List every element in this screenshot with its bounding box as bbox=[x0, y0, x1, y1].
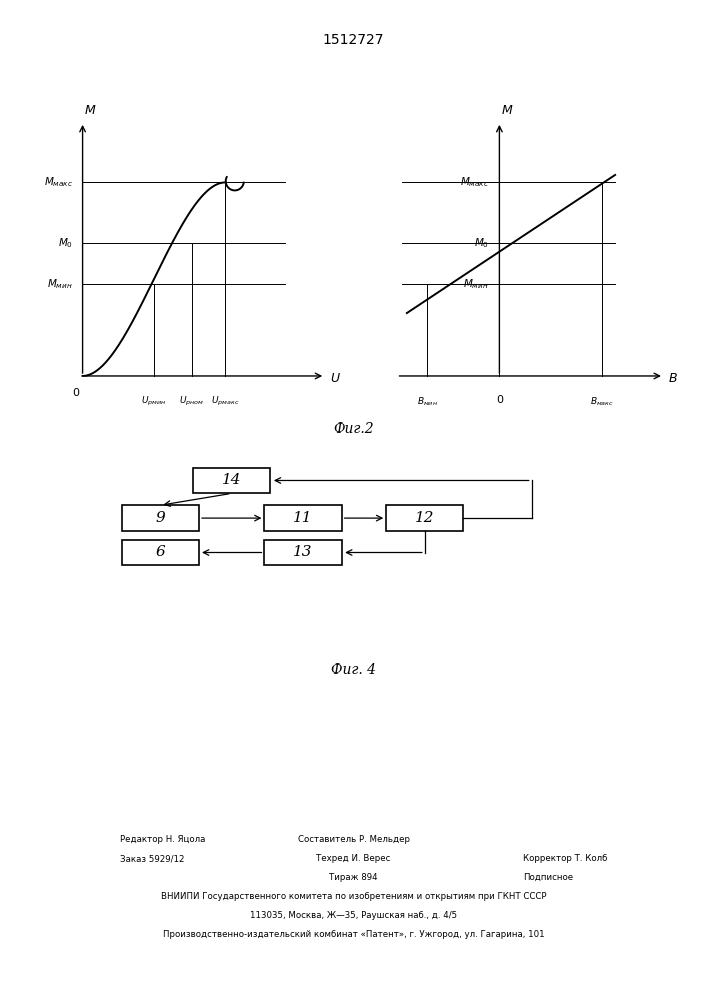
Text: $U_{рмин}$: $U_{рмин}$ bbox=[141, 395, 167, 408]
Text: 0: 0 bbox=[496, 395, 503, 405]
Text: Заказ 5929/12: Заказ 5929/12 bbox=[120, 854, 185, 863]
Text: Составитель Р. Мельдер: Составитель Р. Мельдер bbox=[298, 835, 409, 844]
Text: $M_{макс}$: $M_{макс}$ bbox=[460, 176, 489, 189]
Text: 13: 13 bbox=[293, 546, 312, 560]
Text: $M_0$: $M_0$ bbox=[58, 236, 73, 250]
Text: 113035, Москва, Ж—35, Раушская наб., д. 4/5: 113035, Москва, Ж—35, Раушская наб., д. … bbox=[250, 911, 457, 920]
Text: U: U bbox=[330, 372, 339, 385]
Text: 9: 9 bbox=[156, 511, 165, 525]
Text: $M_0$: $M_0$ bbox=[474, 236, 489, 250]
FancyBboxPatch shape bbox=[386, 505, 463, 531]
Text: Фиг.2: Фиг.2 bbox=[333, 422, 374, 436]
Text: Редактор Н. Яцола: Редактор Н. Яцола bbox=[120, 835, 206, 844]
Text: $U_{рмакс}$: $U_{рмакс}$ bbox=[211, 395, 240, 408]
FancyBboxPatch shape bbox=[264, 540, 341, 565]
Text: $M_{макс}$: $M_{макс}$ bbox=[44, 176, 73, 189]
Text: 0: 0 bbox=[72, 388, 79, 398]
Text: M: M bbox=[502, 104, 513, 117]
Text: 1512727: 1512727 bbox=[323, 33, 384, 47]
Text: Корректор Т. Колб: Корректор Т. Колб bbox=[523, 854, 607, 863]
Text: Производственно-издательский комбинат «Патент», г. Ужгород, ул. Гагарина, 101: Производственно-издательский комбинат «П… bbox=[163, 930, 544, 939]
Text: 12: 12 bbox=[415, 511, 435, 525]
Text: Фиг. 4: Фиг. 4 bbox=[331, 663, 376, 677]
Text: B: B bbox=[669, 372, 678, 385]
Text: $B_{мин}$: $B_{мин}$ bbox=[417, 395, 438, 408]
FancyBboxPatch shape bbox=[122, 505, 199, 531]
Text: 6: 6 bbox=[156, 546, 165, 560]
FancyBboxPatch shape bbox=[122, 540, 199, 565]
Text: $B_{макс}$: $B_{макс}$ bbox=[590, 395, 614, 408]
Text: M: M bbox=[85, 104, 95, 117]
Text: $M_{мин}$: $M_{мин}$ bbox=[464, 277, 489, 291]
FancyBboxPatch shape bbox=[264, 505, 341, 531]
Text: Подписное: Подписное bbox=[523, 873, 573, 882]
Text: $U_{рном}$: $U_{рном}$ bbox=[180, 395, 204, 408]
Text: 11: 11 bbox=[293, 511, 312, 525]
Text: 14: 14 bbox=[222, 473, 242, 487]
FancyBboxPatch shape bbox=[193, 468, 270, 493]
Text: $M_{мин}$: $M_{мин}$ bbox=[47, 277, 73, 291]
Text: ВНИИПИ Государственного комитета по изобретениям и открытиям при ГКНТ СССР: ВНИИПИ Государственного комитета по изоб… bbox=[160, 892, 547, 901]
Text: Техред И. Верес: Техред И. Верес bbox=[316, 854, 391, 863]
Text: Тираж 894: Тираж 894 bbox=[329, 873, 378, 882]
